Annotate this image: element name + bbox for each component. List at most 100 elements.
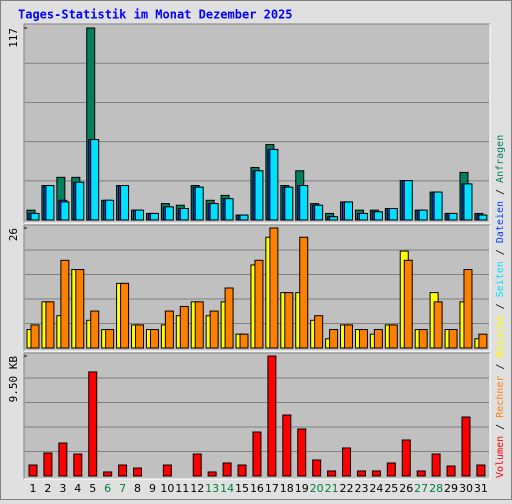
x-tick-label: 3	[59, 482, 66, 495]
x-tick-label: 6	[104, 482, 111, 495]
bar	[194, 301, 204, 349]
bar	[237, 464, 247, 477]
x-tick-label: 15	[235, 482, 249, 495]
bar	[282, 414, 292, 477]
bar	[88, 371, 98, 477]
bar	[43, 452, 53, 477]
bar	[448, 212, 458, 221]
bar	[418, 209, 428, 221]
x-tick-label: 26	[399, 482, 413, 495]
bar	[162, 464, 172, 477]
bar	[358, 212, 368, 221]
bar	[269, 148, 279, 221]
bar	[73, 453, 83, 477]
bar	[327, 470, 337, 477]
bar	[75, 269, 85, 349]
bar	[28, 464, 38, 477]
x-tick-label: 13	[205, 482, 219, 495]
x-tick-label: 7	[119, 482, 126, 495]
x-tick-label: 22	[340, 482, 354, 495]
bar	[386, 462, 396, 477]
bar	[329, 329, 339, 349]
x-tick-label: 20	[310, 482, 324, 495]
x-tick-label: 24	[369, 482, 383, 495]
bar	[207, 471, 217, 477]
x-tick-label: 21	[325, 482, 339, 495]
bar	[30, 212, 40, 221]
bar	[433, 191, 443, 221]
bar	[254, 259, 264, 349]
bar	[478, 214, 488, 221]
x-tick-label: 31	[474, 482, 488, 495]
bar	[463, 183, 473, 221]
x-tick-label: 18	[280, 482, 294, 495]
bar	[314, 315, 324, 349]
bar	[299, 236, 309, 349]
bar	[30, 324, 40, 349]
bar	[133, 467, 143, 477]
bar	[239, 333, 249, 349]
bar	[45, 185, 55, 221]
legend-entry: Volumen	[495, 436, 506, 478]
bar	[314, 204, 324, 221]
x-tick-label: 27	[414, 482, 428, 495]
x-tick-label: 25	[384, 482, 398, 495]
bar	[446, 465, 456, 477]
bar	[371, 470, 381, 477]
x-tick-label: 14	[220, 482, 234, 495]
x-tick-label: 8	[134, 482, 141, 495]
bar	[342, 447, 352, 477]
bar	[105, 329, 115, 349]
bar	[463, 269, 473, 349]
x-tick-label: 16	[250, 482, 264, 495]
bar	[164, 206, 174, 221]
legend-entry: Dateien	[495, 201, 506, 243]
bar	[388, 324, 398, 349]
bar	[373, 329, 383, 349]
chart-title: Tages-Statistik im Monat Dezember 2025	[18, 8, 293, 22]
bar	[476, 464, 486, 477]
bar	[284, 292, 294, 349]
bar	[209, 203, 219, 221]
bar	[105, 199, 115, 221]
x-tick-label: 19	[295, 482, 309, 495]
legend-separator: /	[495, 418, 506, 436]
bar	[403, 259, 413, 349]
x-tick-label: 23	[354, 482, 368, 495]
bar	[103, 471, 113, 477]
bar	[149, 329, 159, 349]
bar	[478, 333, 488, 349]
x-tick-label: 5	[89, 482, 96, 495]
bar	[448, 329, 458, 349]
bar	[252, 431, 262, 477]
x-tick-label: 9	[149, 482, 156, 495]
x-tick-label: 1	[30, 482, 37, 495]
bar	[120, 185, 130, 221]
legend-entry: Seiten	[495, 261, 506, 297]
bar	[192, 453, 202, 477]
x-tick-label: 4	[74, 482, 81, 495]
bar	[418, 329, 428, 349]
bar	[239, 214, 249, 221]
y-tick-label: 26	[7, 228, 20, 241]
legend-separator: /	[495, 243, 506, 261]
bar	[164, 310, 174, 349]
bar	[90, 310, 100, 349]
bar	[45, 301, 55, 349]
bar	[120, 282, 130, 349]
legend-separator: /	[495, 183, 506, 201]
bar	[135, 324, 145, 349]
legend: Volumen / Rechner / Besuche / Seiten / D…	[495, 135, 506, 478]
bar	[179, 305, 189, 349]
x-tick-label: 17	[265, 482, 279, 495]
x-tick-label: 28	[429, 482, 443, 495]
x-tick-label: 2	[44, 482, 51, 495]
bar	[118, 464, 128, 477]
bar	[75, 181, 85, 221]
y-tick-label: 9.50 KB	[7, 356, 20, 403]
bar	[329, 216, 339, 221]
bar	[254, 170, 264, 221]
bar	[135, 209, 145, 221]
